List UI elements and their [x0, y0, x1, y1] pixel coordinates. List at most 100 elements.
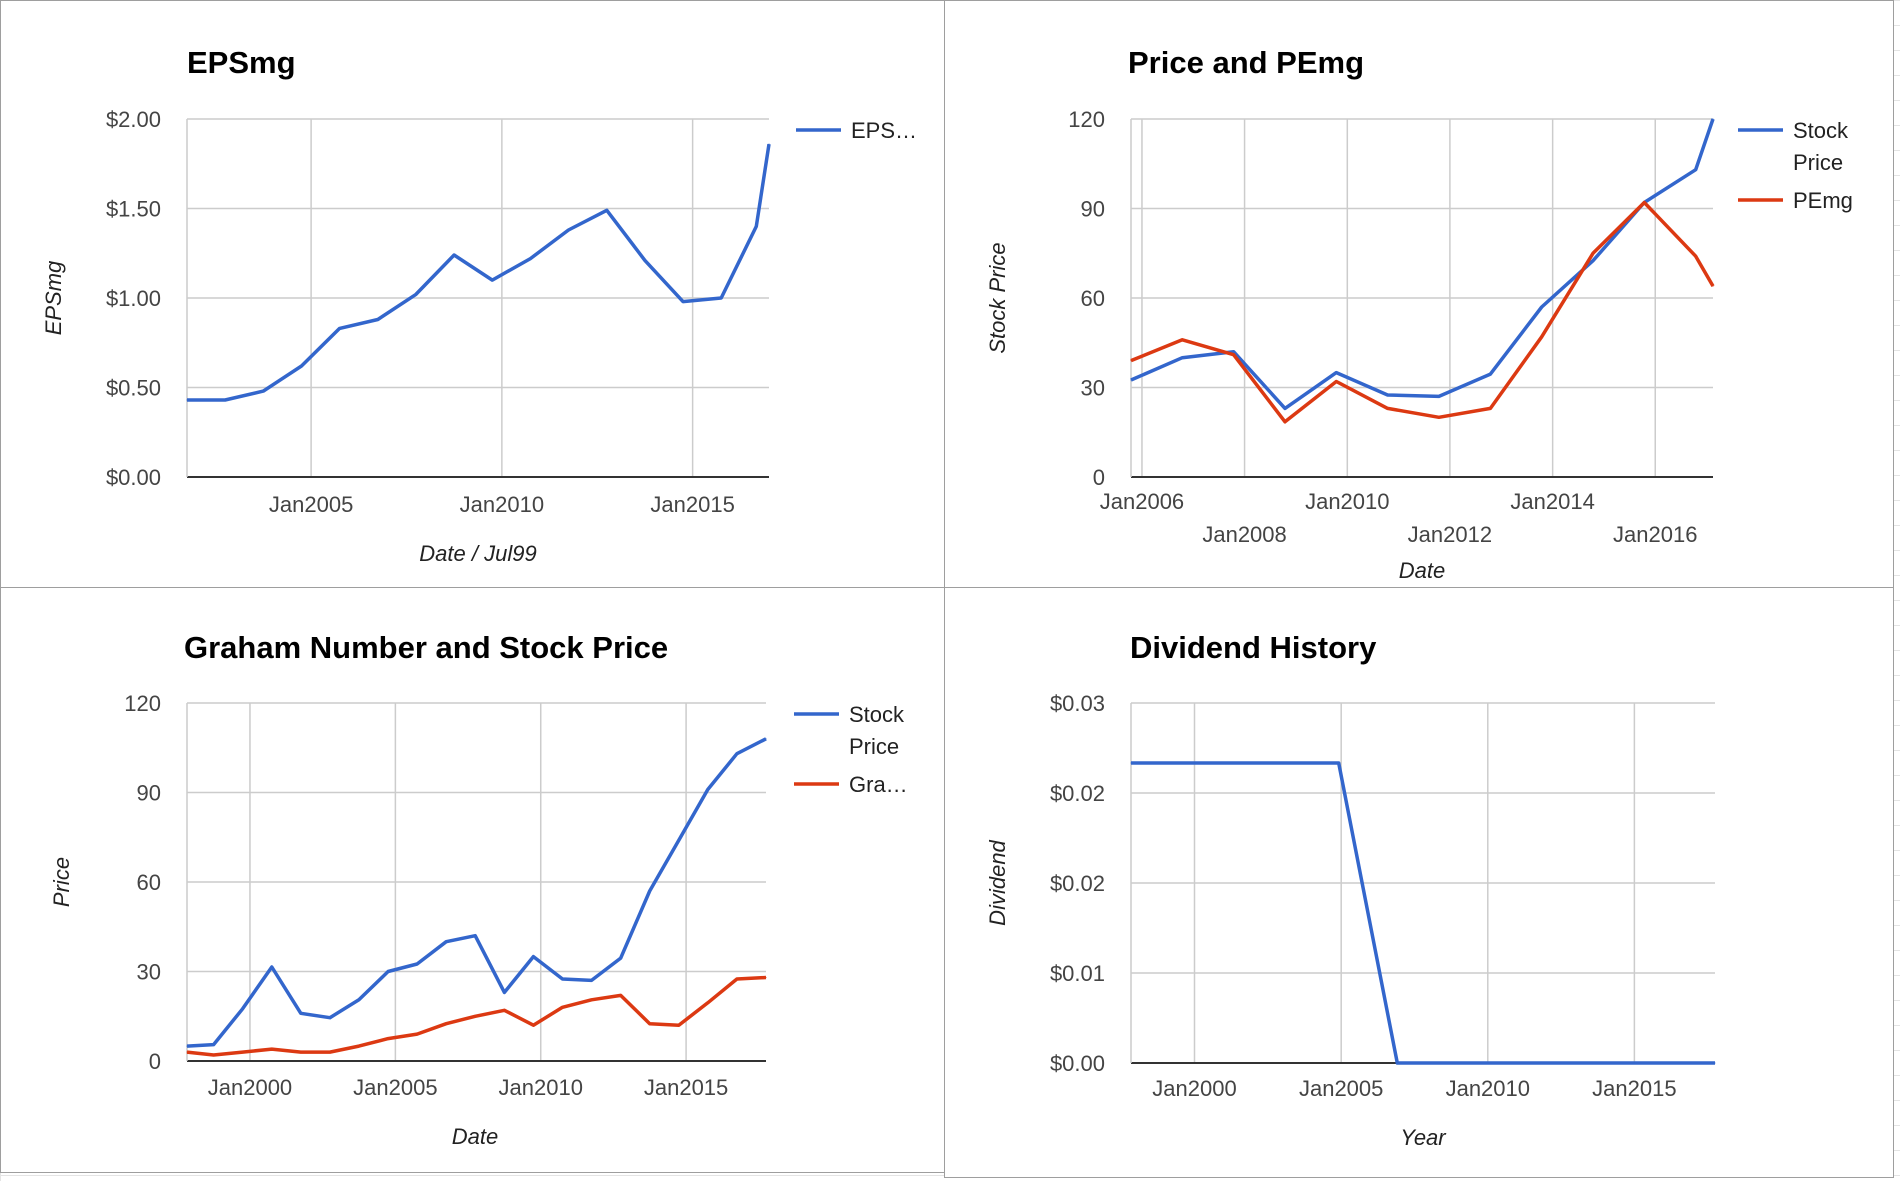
graham-data-point: [765, 738, 767, 740]
pe-y-tick-label: 90: [1081, 197, 1105, 222]
graham-data-point: [242, 1051, 244, 1053]
graham-data-point: [358, 1045, 360, 1047]
graham-data-point: [474, 1015, 476, 1017]
eps-data-point: [224, 399, 226, 401]
epsmg-chart: EPSmg Jan2005 Jan2010 Jan2015 $0.00 $0.50 $1.0…: [41, 45, 917, 566]
graham-data-point: [416, 963, 418, 965]
dividend-y-tick-label: $0.01: [1050, 961, 1105, 986]
dividend-x-tick-label: Jan2005: [1299, 1076, 1383, 1101]
chart-panel-price-pemg: Price and PEmg Jan2006 Jan2008 Jan2010 Jan20…: [944, 0, 1894, 590]
eps-data-point: [720, 297, 722, 299]
eps-data-point: [755, 225, 757, 227]
pe-data-point: [1284, 407, 1286, 409]
pe-data-point: [1335, 381, 1337, 383]
eps-data-point: [644, 259, 646, 261]
pe-y-axis-label: Stock Price: [985, 242, 1010, 353]
dividend-data-point: [1396, 1062, 1398, 1064]
pe-series-line-0: [1130, 118, 1715, 411]
pe-title: Price and PEmg: [1128, 45, 1364, 80]
eps-y-tick-label: $0.50: [106, 376, 161, 401]
graham-data-point: [186, 1051, 188, 1053]
dividend-data-point: [1714, 1062, 1716, 1064]
pe-data-point: [1130, 360, 1132, 362]
graham-data-point: [561, 1006, 563, 1008]
pe-data-point: [1592, 252, 1594, 254]
graham-data-point: [213, 1044, 215, 1046]
dividend-data-point: [1338, 762, 1340, 764]
graham-title: Graham Number and Stock Price: [184, 630, 668, 665]
pe-x-tick-label: Jan2008: [1202, 522, 1286, 547]
graham-y-tick-label: 0: [149, 1049, 161, 1074]
graham-y-axis-label: Price: [49, 857, 74, 907]
graham-data-point: [271, 966, 273, 968]
pe-data-point: [1643, 202, 1645, 204]
graham-data-point: [474, 935, 476, 937]
pe-x-tick-label: Jan2010: [1305, 489, 1389, 514]
graham-number-chart: Graham Number and Stock Price Jan2000 Jan2…: [49, 630, 908, 1149]
graham-data-point: [445, 1023, 447, 1025]
chart-panel-graham: Graham Number and Stock Price Jan2000 Jan2…: [0, 587, 945, 1173]
eps-data-point: [186, 399, 188, 401]
pe-data-point: [1387, 407, 1389, 409]
graham-data-point: [532, 956, 534, 958]
graham-data-point: [678, 839, 680, 841]
eps-data-point: [453, 254, 455, 256]
dividend-x-tick-label: Jan2015: [1592, 1076, 1676, 1101]
pe-legend-label-1: PEmg: [1793, 188, 1853, 213]
graham-data-point: [329, 1017, 331, 1019]
graham-data-point: [736, 753, 738, 755]
eps-y-tick-label: $0.00: [106, 465, 161, 490]
graham-x-tick-label: Jan2015: [644, 1075, 728, 1100]
pe-data-point: [1387, 394, 1389, 396]
pe-data-point: [1489, 373, 1491, 375]
chart-panel-dividend: Dividend History Jan2000 Jan2005 Jan2010 Jan…: [944, 587, 1894, 1178]
graham-y-tick-label: 60: [137, 870, 161, 895]
eps-legend-label-0: EPS…: [851, 118, 917, 143]
eps-data-point: [529, 258, 531, 260]
graham-data-point: [649, 890, 651, 892]
pe-data-point: [1541, 306, 1543, 308]
pe-data-point: [1130, 379, 1132, 381]
dividend-y-tick-label: $0.03: [1050, 691, 1105, 716]
pe-data-point: [1335, 372, 1337, 374]
graham-data-point: [765, 976, 767, 978]
eps-x-axis-label: Date / Jul99: [419, 541, 536, 566]
graham-data-point: [736, 978, 738, 980]
graham-data-point: [503, 991, 505, 993]
pe-x-axis-label: Date: [1399, 558, 1445, 583]
eps-data-point: [300, 365, 302, 367]
graham-data-point: [358, 999, 360, 1001]
eps-data-point: [768, 143, 770, 145]
pe-data-point: [1695, 169, 1697, 171]
graham-data-point: [591, 979, 593, 981]
pe-data-point: [1233, 351, 1235, 353]
dividend-history-chart: Dividend History Jan2000 Jan2005 Jan2010 Jan…: [985, 630, 1716, 1150]
graham-data-point: [387, 971, 389, 972]
pe-y-tick-label: 60: [1081, 286, 1105, 311]
dividend-y-tick-label: $0.02: [1050, 871, 1105, 896]
dividend-x-axis-label: Year: [1400, 1125, 1447, 1150]
eps-x-tick-label: Jan2010: [460, 492, 544, 517]
eps-series-line-0: [187, 143, 771, 402]
graham-x-tick-label: Jan2010: [499, 1075, 583, 1100]
pe-data-point: [1712, 118, 1714, 120]
graham-series-line-0: [186, 737, 767, 1048]
graham-legend-label-1: Gra…: [849, 772, 908, 797]
graham-y-tick-label: 120: [124, 691, 161, 716]
eps-title: EPSmg: [187, 45, 296, 80]
graham-data-point: [561, 978, 563, 980]
eps-x-tick-label: Jan2015: [650, 492, 734, 517]
graham-data-point: [649, 1023, 651, 1025]
graham-series-line-1: [186, 975, 767, 1057]
dividend-y-axis-label: Dividend: [985, 839, 1010, 925]
pe-data-point: [1233, 354, 1235, 356]
eps-data-point: [568, 229, 570, 231]
pe-data-point: [1438, 416, 1440, 418]
dividend-x-tick-label: Jan2000: [1152, 1076, 1236, 1101]
graham-data-point: [707, 1002, 709, 1004]
graham-data-point: [591, 999, 593, 1001]
pe-data-point: [1284, 421, 1286, 423]
pe-x-tick-label: Jan2016: [1613, 522, 1697, 547]
graham-legend-label-0: Price: [849, 734, 899, 759]
pe-data-point: [1438, 395, 1440, 397]
